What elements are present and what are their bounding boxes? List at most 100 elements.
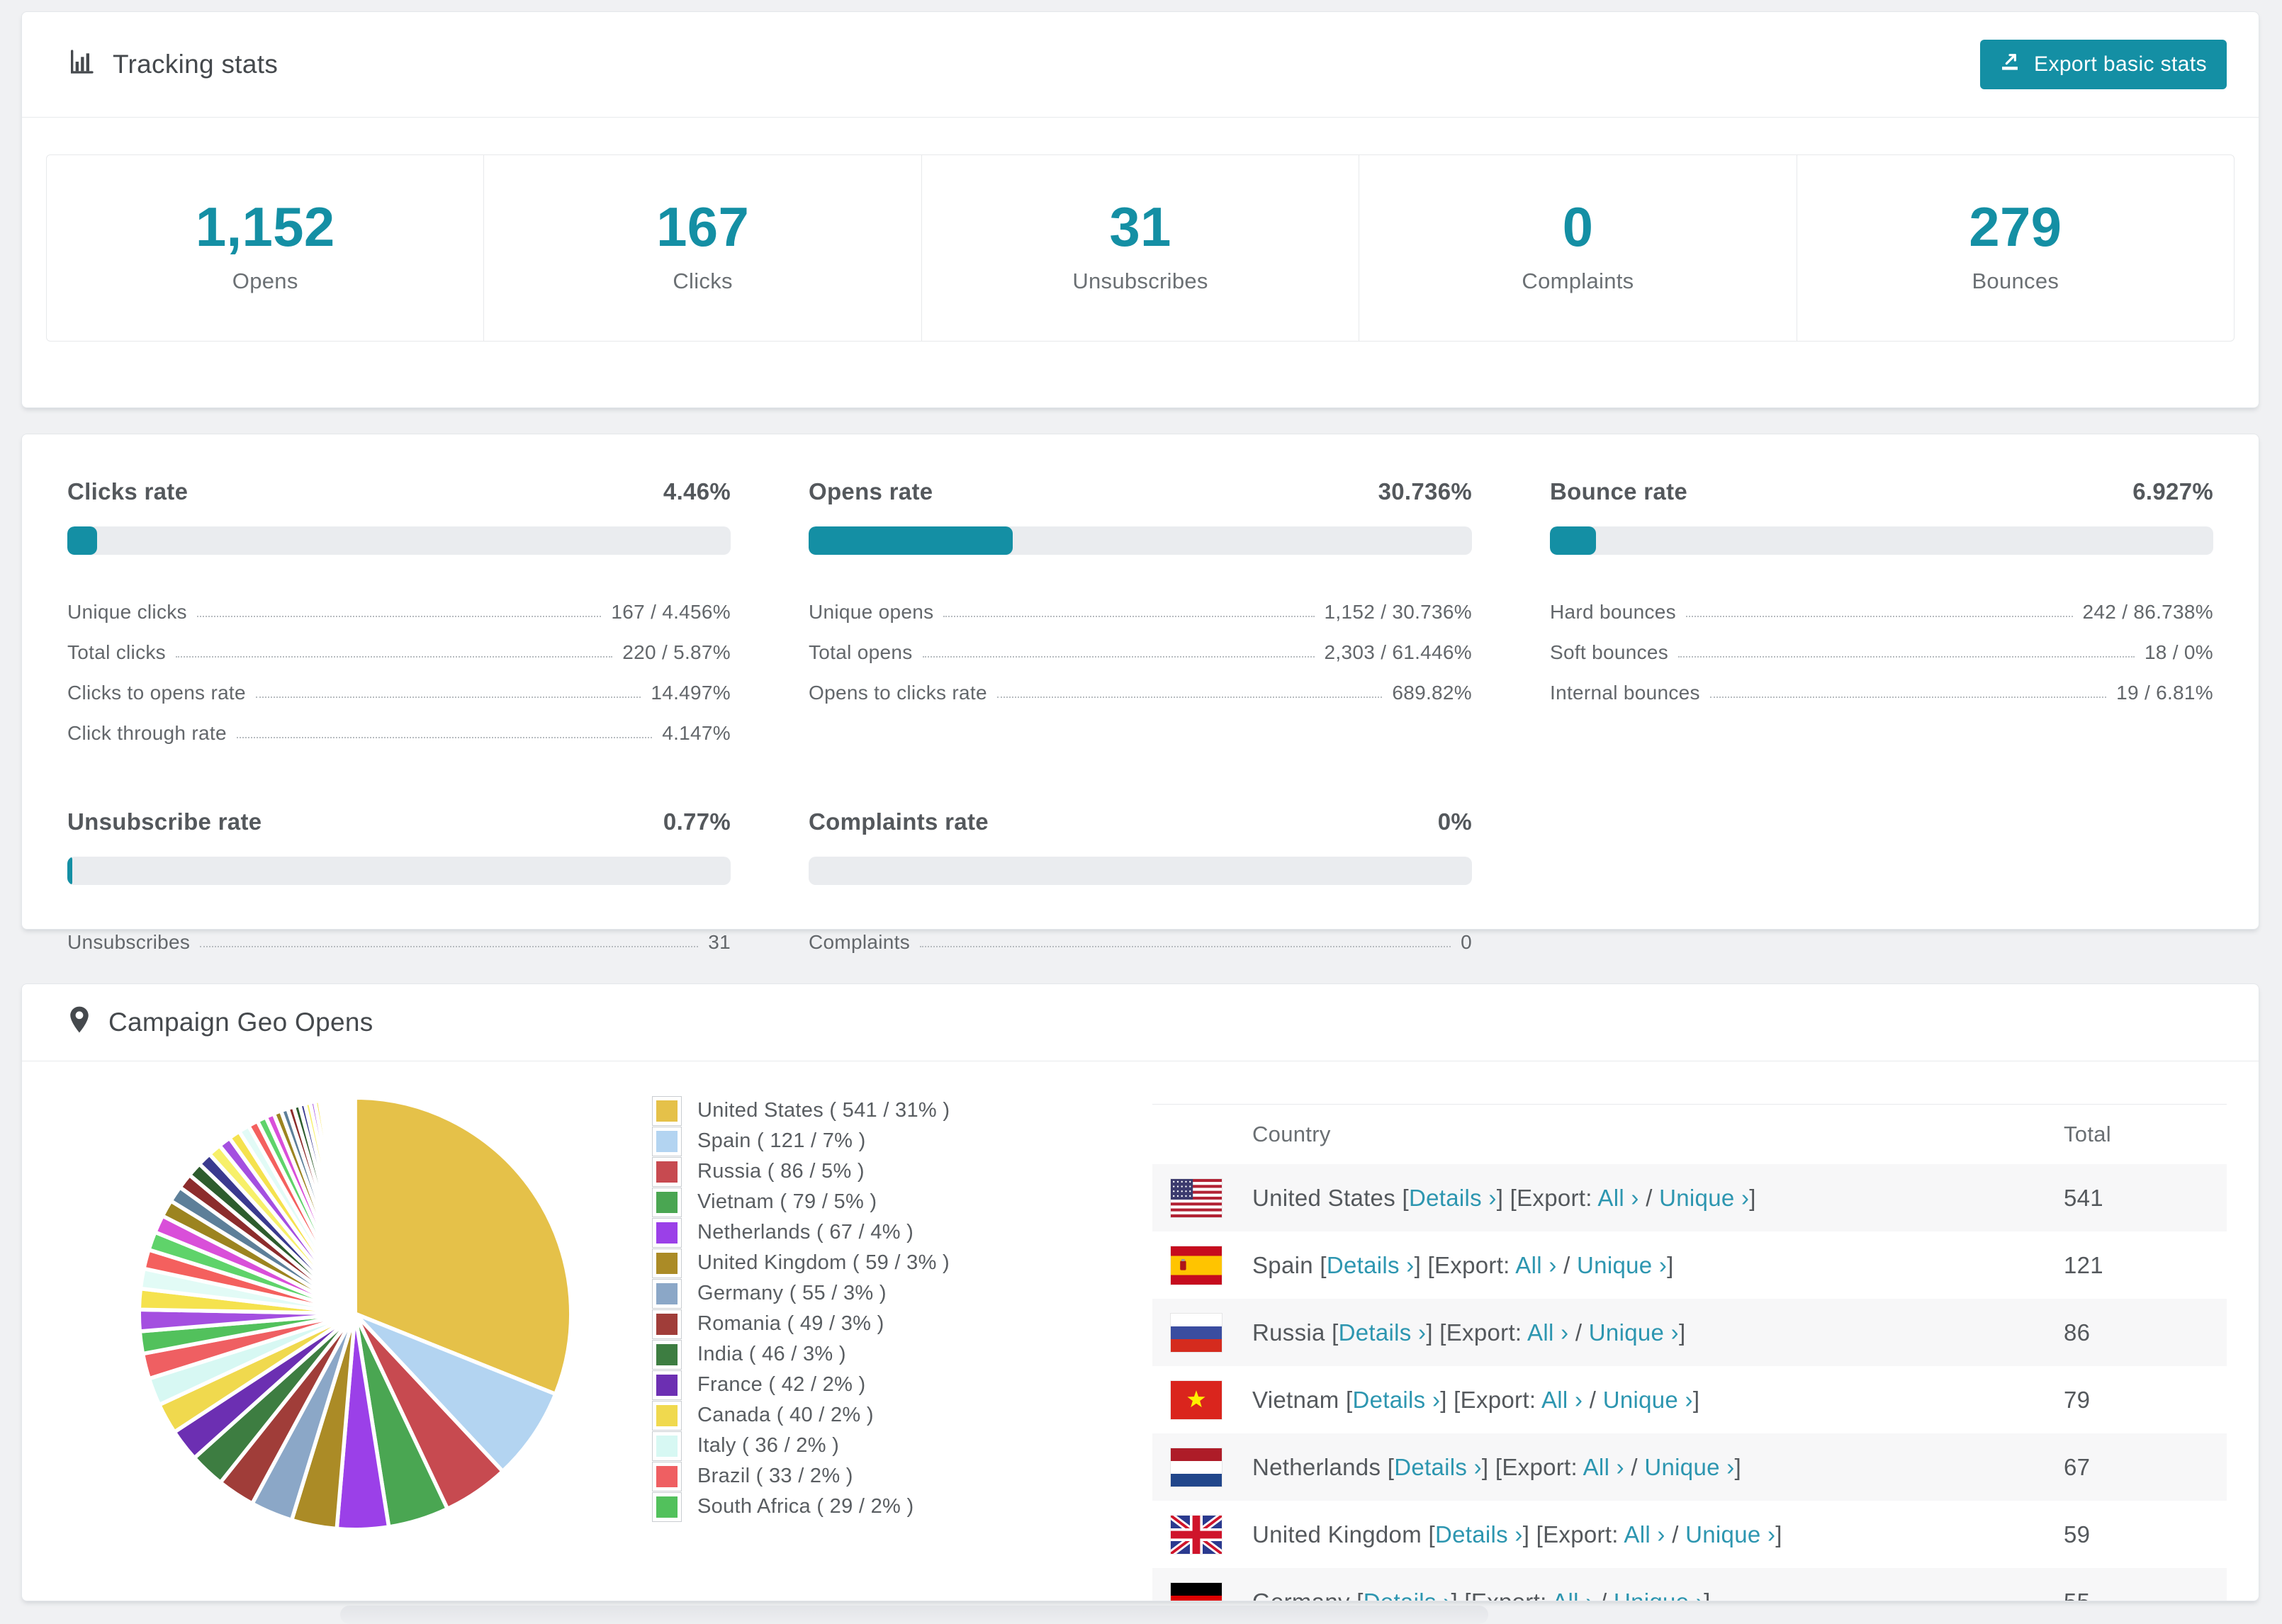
details-link[interactable]: Details › — [1394, 1453, 1482, 1480]
gb-flag-icon — [1171, 1515, 1252, 1554]
flag-cell — [1171, 1178, 1252, 1217]
legend-swatch — [656, 1435, 678, 1457]
column-header-total: Total — [2064, 1122, 2111, 1146]
flag-cell — [1171, 1582, 1252, 1601]
export-unique-link[interactable]: Unique › — [1659, 1184, 1750, 1211]
horizontal-scrollbar[interactable] — [340, 1606, 1488, 1624]
rate-detail-label: Clicks to opens rate — [67, 682, 246, 704]
details-link[interactable]: Details › — [1363, 1588, 1451, 1601]
rate-section-complaints: Complaints rate 0% Complaints 0 — [809, 808, 1472, 955]
bracket: [ — [1320, 1251, 1327, 1278]
details-link[interactable]: Details › — [1434, 1521, 1523, 1547]
progress-fill-opens — [809, 526, 1013, 555]
dotted-leader — [1709, 697, 2107, 698]
bracket: ] — [1522, 1521, 1536, 1547]
legend-label: Canada ( 40 / 2% ) — [697, 1404, 874, 1426]
export-all-link[interactable]: All › — [1541, 1386, 1583, 1413]
bracket: [ — [1387, 1453, 1395, 1480]
rate-detail-row: Internal bounces 19 / 6.81% — [1550, 665, 2213, 706]
export-unique-link[interactable]: Unique › — [1577, 1251, 1668, 1278]
country-name: Vietnam — [1252, 1386, 1347, 1413]
progress-track-bounce — [1550, 526, 2213, 555]
legend-label: Italy ( 36 / 2% ) — [697, 1434, 840, 1457]
details-link[interactable]: Details › — [1338, 1319, 1427, 1346]
table-row: Germany [Details ›] [Export: All › / Uni… — [1152, 1568, 2227, 1601]
geo-table-header-row: Country Total — [1152, 1105, 2227, 1164]
details-link[interactable]: Details › — [1408, 1184, 1497, 1211]
export-unique-link[interactable]: Unique › — [1588, 1319, 1679, 1346]
export-unique-link[interactable]: Unique › — [1685, 1521, 1776, 1547]
stat-value: 31 — [1109, 196, 1171, 258]
rates-card: Clicks rate 4.46% Unique clicks 167 / 4.456… — [21, 434, 2259, 953]
country-name: United States — [1252, 1184, 1403, 1211]
export-all-link[interactable]: All › — [1583, 1453, 1624, 1480]
details-link[interactable]: Details › — [1326, 1251, 1415, 1278]
bracket: [ — [1402, 1184, 1409, 1211]
rate-detail-row: Total clicks 220 / 5.87% — [67, 625, 731, 665]
details-link[interactable]: Details › — [1352, 1386, 1441, 1413]
table-row: Vietnam [Details ›] [Export: All › / Uni… — [1152, 1366, 2227, 1433]
geo-title: Campaign Geo Opens — [67, 1005, 373, 1040]
rate-detail-label: Click through rate — [67, 722, 227, 744]
geo-header: Campaign Geo Opens — [22, 984, 2259, 1061]
stat-box: 31 Unsubscribes — [921, 155, 1359, 341]
rate-header-bounce: Bounce rate 6.927% — [1550, 478, 2213, 505]
country-name: Russia — [1252, 1319, 1332, 1346]
export-all-link[interactable]: All › — [1552, 1588, 1594, 1601]
stat-value: 0 — [1562, 196, 1594, 258]
dotted-leader — [236, 737, 653, 738]
export-prefix: [Export: — [1510, 1184, 1598, 1211]
country-cell: United States [Details ›] [Export: All ›… — [1252, 1185, 2064, 1212]
dotted-leader — [1678, 656, 2135, 658]
legend-swatch — [656, 1191, 678, 1213]
export-all-link[interactable]: All › — [1515, 1251, 1557, 1278]
rate-detail-row: Total opens 2,303 / 61.446% — [809, 625, 1472, 665]
rate-section-opens: Opens rate 30.736% Unique opens 1,152 / 30.… — [809, 478, 1472, 746]
legend-item: Italy ( 36 / 2% ) — [656, 1431, 1152, 1461]
rate-detail-label: Unique opens — [809, 601, 934, 623]
rate-detail-row: Hard bounces 242 / 86.738% — [1550, 585, 2213, 625]
pie-slice[interactable] — [352, 1095, 357, 1314]
rate-value: 30.736% — [1378, 478, 1472, 504]
page-title: Tracking stats — [113, 50, 279, 79]
geo-legend: United States ( 541 / 31% ) Spain ( 121 /… — [656, 1095, 1152, 1522]
legend-swatch — [656, 1404, 678, 1426]
export-icon — [2000, 50, 2023, 79]
export-all-link[interactable]: All › — [1597, 1184, 1639, 1211]
rate-detail-row: Click through rate 4.147% — [67, 706, 731, 746]
rate-detail-row: Unsubscribes 31 — [67, 915, 731, 955]
bracket: ] — [1704, 1588, 1711, 1601]
rate-header-clicks: Clicks rate 4.46% — [67, 478, 731, 505]
stat-label: Bounces — [1972, 269, 2059, 293]
legend-label: Vietnam ( 79 / 5% ) — [697, 1190, 877, 1213]
export-unique-link[interactable]: Unique › — [1644, 1453, 1735, 1480]
legend-item: India ( 46 / 3% ) — [656, 1339, 1152, 1370]
legend-swatch — [656, 1496, 678, 1518]
progress-fill-clicks — [67, 526, 97, 555]
country-cell: Netherlands [Details ›] [Export: All › /… — [1252, 1454, 2064, 1481]
export-unique-link[interactable]: Unique › — [1602, 1386, 1693, 1413]
es-flag-icon — [1171, 1246, 1252, 1285]
export-unique-link[interactable]: Unique › — [1613, 1588, 1704, 1601]
export-all-link[interactable]: All › — [1624, 1521, 1665, 1547]
pie-slice[interactable] — [353, 1312, 558, 1474]
dotted-leader — [1685, 616, 2073, 617]
total-cell: 121 — [2064, 1251, 2103, 1278]
bracket: [ — [1346, 1386, 1353, 1413]
stat-value: 279 — [1969, 196, 2062, 258]
rate-detail-row: Complaints 0 — [809, 915, 1472, 955]
rate-detail-value: 4.147% — [662, 722, 731, 744]
export-basic-stats-button[interactable]: Export basic stats — [1980, 40, 2227, 89]
dotted-leader — [996, 697, 1383, 698]
legend-label: India ( 46 / 3% ) — [697, 1343, 846, 1365]
rate-detail-label: Unsubscribes — [67, 931, 191, 953]
export-all-link[interactable]: All › — [1527, 1319, 1569, 1346]
legend-label: South Africa ( 29 / 2% ) — [697, 1495, 914, 1518]
rate-title: Clicks rate — [67, 478, 189, 504]
pie-slice[interactable] — [353, 1095, 573, 1397]
rate-detail-row: Opens to clicks rate 689.82% — [809, 665, 1472, 706]
column-header-country: Country — [1252, 1122, 1331, 1146]
bracket: ] — [1692, 1386, 1700, 1413]
ru-flag-icon — [1171, 1313, 1252, 1352]
section-title: Campaign Geo Opens — [108, 1008, 373, 1037]
